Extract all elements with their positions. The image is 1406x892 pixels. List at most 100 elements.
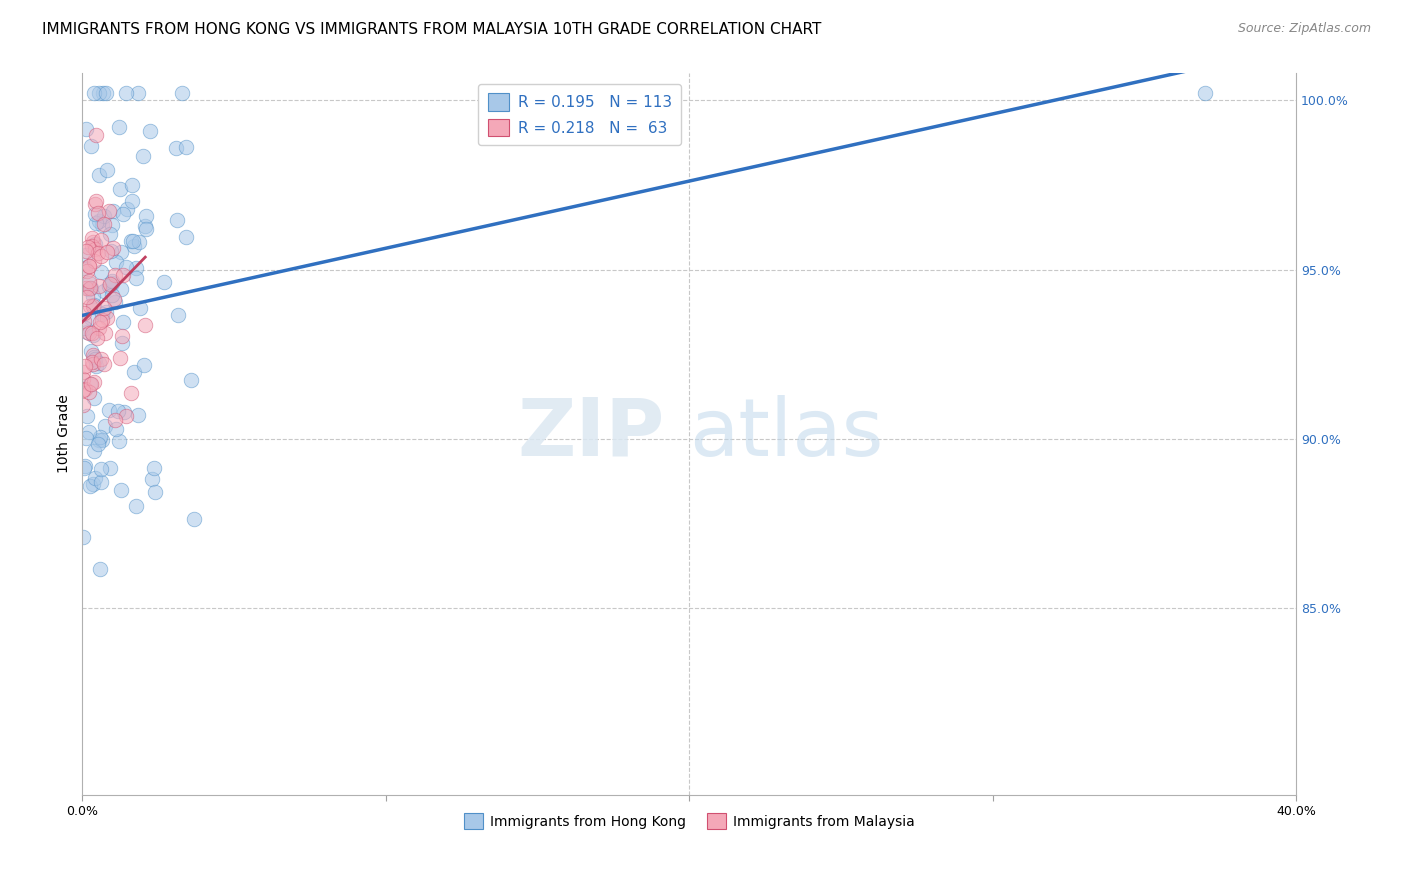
Point [90, 249, 112, 263]
Point [122, 365, 145, 379]
Point [115, 202, 138, 217]
Point [108, 434, 131, 448]
Point [75, 431, 97, 445]
Text: ZIP: ZIP [517, 395, 665, 473]
Point [165, 141, 187, 155]
Point [125, 271, 148, 285]
Point [79, 281, 101, 295]
Point [115, 409, 138, 424]
Point [87, 279, 110, 293]
Point [79, 326, 101, 340]
Point [94, 305, 117, 319]
Point [125, 260, 148, 275]
Point [115, 260, 138, 274]
Point [107, 404, 129, 418]
Point [142, 460, 165, 475]
Point [100, 244, 122, 258]
Point [80, 238, 103, 252]
Point [101, 203, 124, 218]
Point [77, 385, 100, 400]
Point [77, 240, 100, 254]
Point [122, 234, 145, 248]
Point [103, 413, 125, 427]
Point [79, 479, 101, 493]
Point [80, 344, 103, 359]
Point [93, 218, 115, 232]
Point [128, 235, 150, 249]
Y-axis label: 10th Grade: 10th Grade [58, 394, 72, 474]
Point [112, 405, 135, 419]
Point [79, 282, 101, 296]
Point [84, 359, 107, 373]
Point [82, 288, 104, 302]
Point [111, 329, 134, 343]
Point [132, 358, 155, 372]
Point [89, 433, 111, 447]
Point [101, 241, 124, 255]
Text: IMMIGRANTS FROM HONG KONG VS IMMIGRANTS FROM MALAYSIA 10TH GRADE CORRELATION CHA: IMMIGRANTS FROM HONG KONG VS IMMIGRANTS … [42, 22, 821, 37]
Point [75, 244, 97, 258]
Point [97, 403, 120, 417]
Point [73, 314, 96, 328]
Point [87, 87, 110, 101]
Point [83, 87, 105, 101]
Point [82, 477, 104, 491]
Point [84, 242, 107, 256]
Point [72, 383, 94, 397]
Point [72, 530, 94, 544]
Point [105, 254, 128, 268]
Point [121, 178, 143, 192]
Point [84, 236, 107, 251]
Point [80, 377, 103, 392]
Point [82, 354, 104, 368]
Point [84, 351, 107, 366]
Point [128, 301, 150, 316]
Point [89, 562, 111, 576]
Point [86, 437, 108, 451]
Point [73, 459, 96, 474]
Point [110, 335, 132, 350]
Point [98, 227, 121, 241]
Point [166, 213, 188, 227]
Point [183, 512, 205, 526]
Point [90, 233, 112, 247]
Point [174, 230, 197, 244]
Point [82, 299, 104, 313]
Point [143, 485, 166, 500]
Point [98, 277, 121, 291]
Point [87, 206, 110, 220]
Point [93, 209, 115, 223]
Point [111, 268, 134, 282]
Point [104, 268, 127, 282]
Point [73, 306, 96, 320]
Point [86, 331, 108, 345]
Point [110, 282, 132, 296]
Point [91, 87, 114, 101]
Point [72, 371, 94, 385]
Point [83, 254, 105, 268]
Point [139, 124, 162, 138]
Point [77, 425, 100, 440]
Point [93, 284, 115, 298]
Point [121, 194, 143, 209]
Point [80, 281, 103, 295]
Point [83, 443, 105, 458]
Point [112, 207, 135, 221]
Point [120, 234, 142, 248]
Point [82, 327, 104, 342]
Point [108, 351, 131, 366]
Point [91, 218, 114, 232]
Point [110, 483, 132, 497]
Point [77, 259, 100, 273]
Point [108, 120, 131, 134]
Point [103, 292, 125, 306]
Point [90, 475, 112, 490]
Legend: Immigrants from Hong Kong, Immigrants from Malaysia: Immigrants from Hong Kong, Immigrants fr… [458, 807, 921, 835]
Point [77, 276, 100, 290]
Point [72, 460, 94, 475]
Point [91, 433, 114, 447]
Point [115, 87, 138, 101]
Point [134, 318, 156, 332]
Point [104, 422, 127, 436]
Point [93, 358, 115, 372]
